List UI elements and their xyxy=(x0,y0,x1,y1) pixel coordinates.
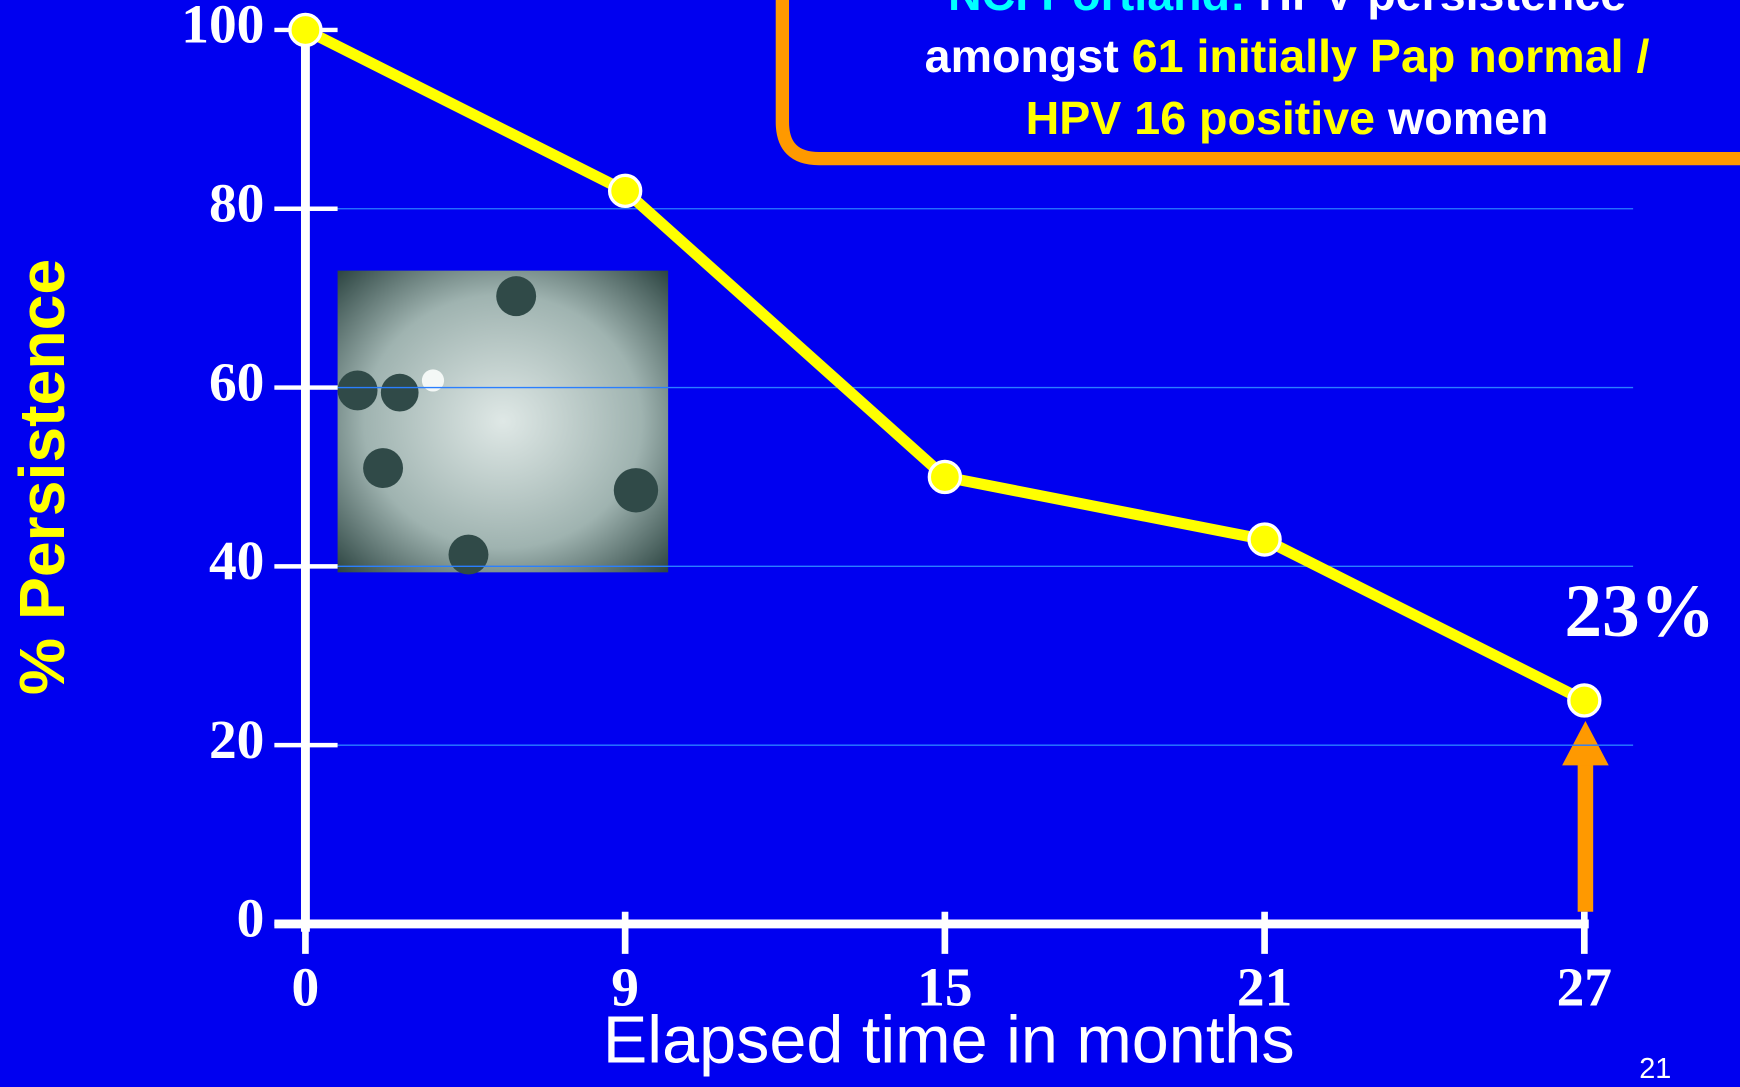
y-tick-label: 20 xyxy=(209,709,264,770)
x-tick-label: 15 xyxy=(917,956,972,1017)
y-tick-label: 0 xyxy=(237,888,265,949)
title-segment: NCI Portland: xyxy=(948,0,1246,20)
title-segment: women xyxy=(1387,92,1548,144)
x-tick-label: 21 xyxy=(1237,956,1292,1017)
data-point xyxy=(929,461,960,492)
data-point xyxy=(290,14,321,45)
y-tick-label: 80 xyxy=(209,172,264,233)
x-tick-label: 27 xyxy=(1557,956,1612,1017)
data-point xyxy=(610,175,641,206)
y-tick-label: 100 xyxy=(181,0,264,55)
title-segment: HPV persistence xyxy=(1259,0,1627,20)
y-tick-label: 40 xyxy=(209,530,264,591)
title-segment: HPV 16 positive xyxy=(1026,92,1375,144)
x-tick-label: 9 xyxy=(611,956,639,1017)
y-axis-label: % Persistence xyxy=(6,259,78,695)
title-line: HPV 16 positive women xyxy=(1026,92,1549,144)
x-tick-label: 0 xyxy=(292,956,320,1017)
title-line: NCI Portland: HPV persistence xyxy=(948,0,1626,20)
title-segment: amongst xyxy=(925,30,1119,82)
page-number: 21 xyxy=(1639,1053,1671,1085)
y-tick-label: 60 xyxy=(209,351,264,412)
data-point xyxy=(1249,524,1280,555)
data-point xyxy=(1569,685,1600,716)
slide: NCI Portland: HPV persistence amongst 61 … xyxy=(0,0,1740,1087)
micrograph xyxy=(338,271,669,575)
title-line: amongst 61 initially Pap normal / xyxy=(925,30,1650,82)
title-segment: 61 initially Pap normal / xyxy=(1132,30,1650,82)
annotation: 23% xyxy=(1564,570,1715,653)
